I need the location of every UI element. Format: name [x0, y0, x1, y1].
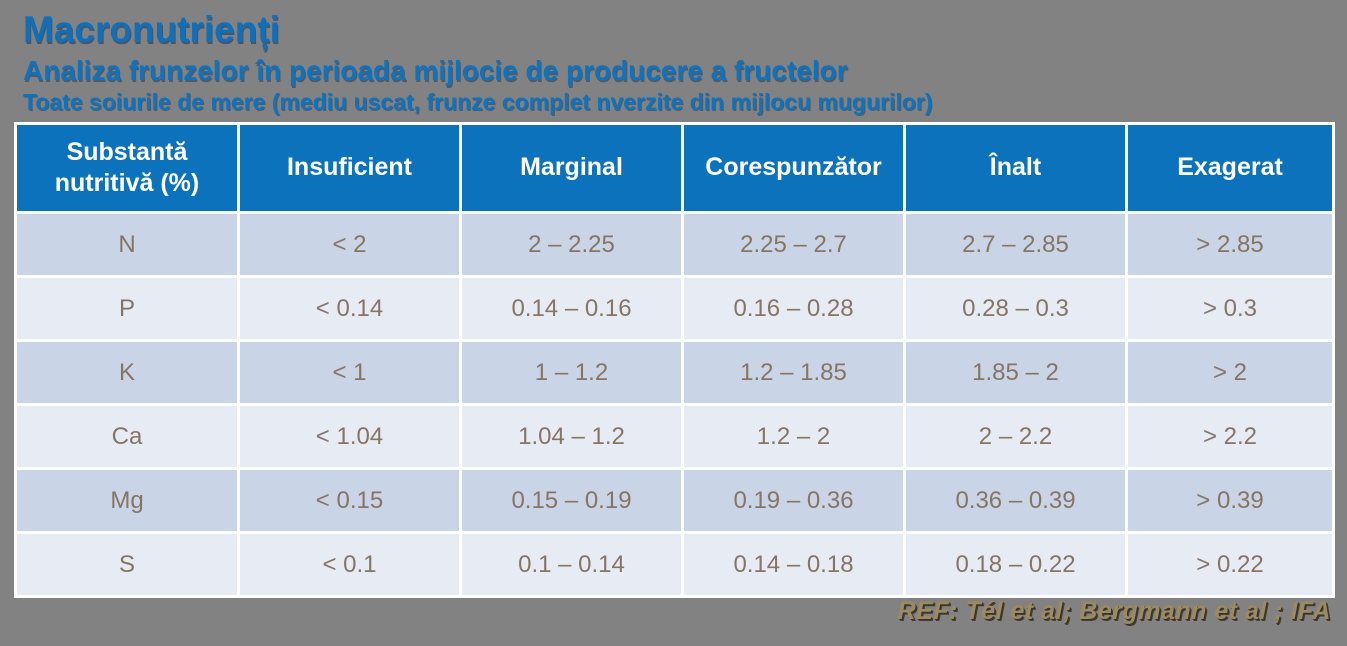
table-cell: > 0.39 [1125, 467, 1335, 534]
table-cell: 2.7 – 2.85 [903, 211, 1128, 278]
column-header-adequate: Corespunzător [681, 122, 906, 214]
nutrient-label: K [14, 339, 240, 406]
table-row: K < 1 1 – 1.2 1.2 – 1.85 1.85 – 2 > 2 [14, 339, 1335, 406]
table-cell: 0.15 – 0.19 [459, 467, 684, 534]
table-row: N < 2 2 – 2.25 2.25 – 2.7 2.7 – 2.85 > 2… [14, 211, 1335, 278]
table-cell: 1.2 – 1.85 [681, 339, 906, 406]
table-cell: 0.16 – 0.28 [681, 275, 906, 342]
table-cell: > 2 [1125, 339, 1335, 406]
table-cell: 0.36 – 0.39 [903, 467, 1128, 534]
nutrient-label: Mg [14, 467, 240, 534]
reference-text: REF: Tél et al; Bergmann et al ; IFA [897, 597, 1331, 625]
table-cell: 2.25 – 2.7 [681, 211, 906, 278]
table-cell: 1.04 – 1.2 [459, 403, 684, 470]
table-cell: 0.19 – 0.36 [681, 467, 906, 534]
table-cell: 0.1 – 0.14 [459, 531, 684, 598]
table-cell: < 0.15 [237, 467, 462, 534]
table-cell: > 2.85 [1125, 211, 1335, 278]
table-cell: 0.18 – 0.22 [903, 531, 1128, 598]
title-block: Macronutrienți Analiza frunzelor în peri… [23, 9, 933, 115]
table-cell: < 0.1 [237, 531, 462, 598]
table-cell: 0.28 – 0.3 [903, 275, 1128, 342]
nutrient-table: Substantă nutritivă (%) Insuficient Marg… [14, 122, 1335, 598]
table-cell: 2 – 2.2 [903, 403, 1128, 470]
column-header-marginal: Marginal [459, 122, 684, 214]
table-cell: < 0.14 [237, 275, 462, 342]
page-title: Macronutrienți [23, 9, 280, 50]
table-cell: 0.14 – 0.16 [459, 275, 684, 342]
column-header-insufficient: Insuficient [237, 122, 462, 214]
nutrient-label: P [14, 275, 240, 342]
table-cell: > 0.3 [1125, 275, 1335, 342]
column-header-excessive: Exagerat [1125, 122, 1335, 214]
column-header-nutrient: Substantă nutritivă (%) [14, 122, 240, 214]
column-header-high: Înalt [903, 122, 1128, 214]
table-cell: > 2.2 [1125, 403, 1335, 470]
table-cell: > 0.22 [1125, 531, 1335, 598]
table-cell: < 1 [237, 339, 462, 406]
table-row: P < 0.14 0.14 – 0.16 0.16 – 0.28 0.28 – … [14, 275, 1335, 342]
table-cell: 0.14 – 0.18 [681, 531, 906, 598]
page-note: Toate soiurile de mere (mediu uscat, fru… [23, 88, 933, 115]
table-row: Mg < 0.15 0.15 – 0.19 0.19 – 0.36 0.36 –… [14, 467, 1335, 534]
table-cell: 1.2 – 2 [681, 403, 906, 470]
page-subtitle: Analiza frunzelor în perioada mijlocie d… [23, 54, 848, 86]
table-row: Ca < 1.04 1.04 – 1.2 1.2 – 2 2 – 2.2 > 2… [14, 403, 1335, 470]
table-cell: < 2 [237, 211, 462, 278]
nutrient-label: S [14, 531, 240, 598]
table-header-row: Substantă nutritivă (%) Insuficient Marg… [14, 122, 1335, 214]
table-cell: < 1.04 [237, 403, 462, 470]
nutrient-label: Ca [14, 403, 240, 470]
table-cell: 2 – 2.25 [459, 211, 684, 278]
table-cell: 1 – 1.2 [459, 339, 684, 406]
nutrient-label: N [14, 211, 240, 278]
table-cell: 1.85 – 2 [903, 339, 1128, 406]
table-row: S < 0.1 0.1 – 0.14 0.14 – 0.18 0.18 – 0.… [14, 531, 1335, 598]
